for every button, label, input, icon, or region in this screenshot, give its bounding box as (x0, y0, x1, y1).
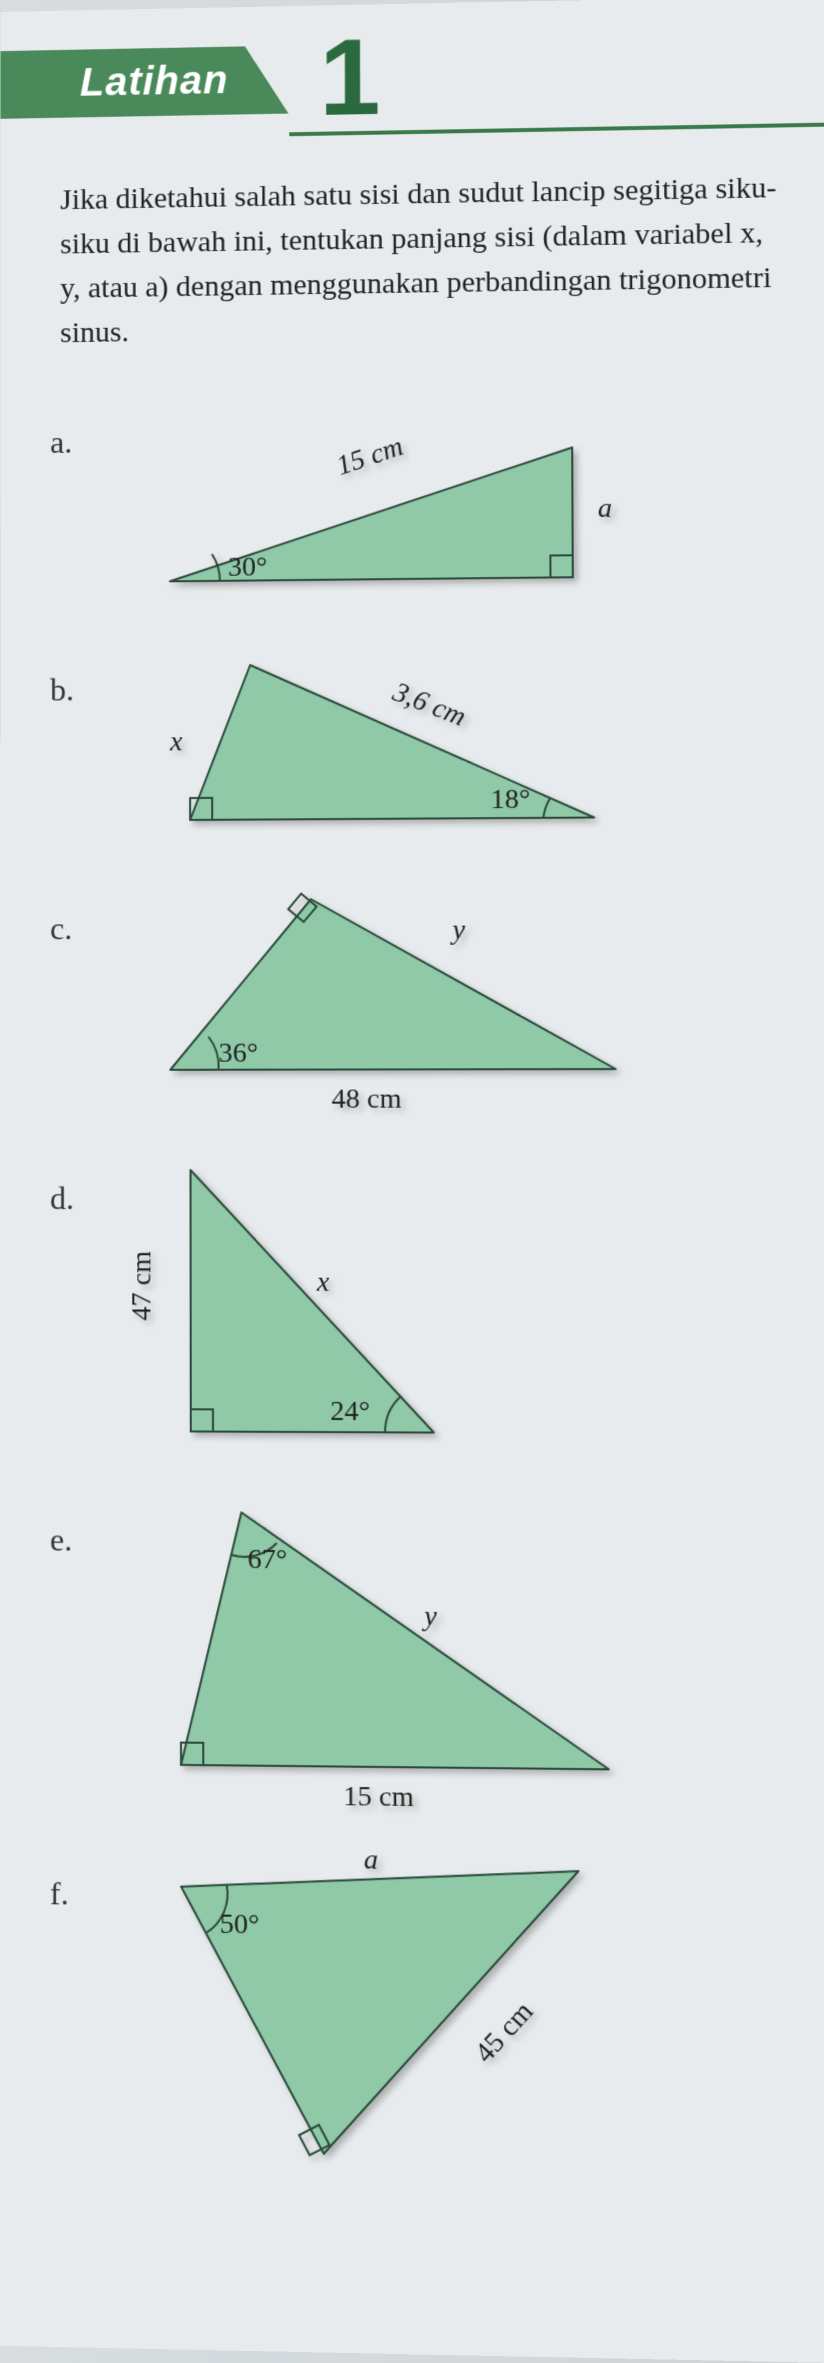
unknown-label: x (316, 1266, 330, 1297)
problem-label: f. (50, 1834, 111, 1913)
angle-label: 50° (220, 1908, 260, 1940)
problem-d: d. 47 cm x 24° (50, 1140, 796, 1465)
problem-list: a. 15 cm 30° a b. 3,6 cm (50, 375, 801, 2193)
unknown-label: y (449, 914, 465, 945)
problem-e: e. 67° y 15 cm (50, 1481, 799, 1822)
unknown-label: a (364, 1844, 378, 1876)
section-tab: Latihan (1, 46, 289, 119)
base-label: 15 cm (343, 1781, 414, 1813)
side-label: 45 cm (469, 1995, 540, 2069)
page: Latihan 1 Jika diketahui salah satu sisi… (0, 0, 824, 2363)
section-number: 1 (319, 14, 381, 141)
problem-label: a. (50, 384, 110, 461)
angle-label: 24° (330, 1396, 370, 1428)
header: Latihan 1 (1, 15, 824, 169)
angle-label: 18° (490, 784, 530, 815)
angle-label: 36° (219, 1037, 259, 1068)
triangle-c: y 36° 48 cm (110, 867, 657, 1120)
problem-label: d. (50, 1140, 110, 1217)
problem-c: c. y 36° 48 cm (50, 867, 794, 1120)
triangle-d: 47 cm x 24° (110, 1140, 536, 1464)
problem-label: e. (50, 1481, 110, 1559)
problem-b: b. 3,6 cm 18° x (50, 625, 792, 850)
triangle-b: 3,6 cm 18° x (110, 627, 635, 851)
unknown-label: a (598, 493, 612, 524)
triangle-e: 67° y 15 cm (110, 1481, 660, 1821)
base-label: 48 cm (332, 1083, 402, 1114)
angle-label: 67° (247, 1544, 287, 1576)
unknown-label: x (169, 726, 183, 757)
triangle-f: 50° a 45 cm (110, 1835, 662, 2190)
unknown-label: y (421, 1601, 437, 1633)
intro-paragraph: Jika diketahui salah satu sisi dan sudut… (60, 165, 779, 355)
problem-a: a. 15 cm 30° a (50, 375, 791, 613)
problem-f: f. 50° a 45 cm (50, 1834, 801, 2193)
problem-label: c. (50, 870, 110, 947)
angle-label: 30° (228, 551, 267, 582)
triangle-a: 15 cm 30° a (110, 377, 634, 612)
hyp-label: 3,6 cm (388, 676, 471, 733)
problem-label: b. (50, 632, 110, 709)
side-label: 47 cm (126, 1251, 157, 1321)
hyp-label: 15 cm (333, 431, 407, 482)
